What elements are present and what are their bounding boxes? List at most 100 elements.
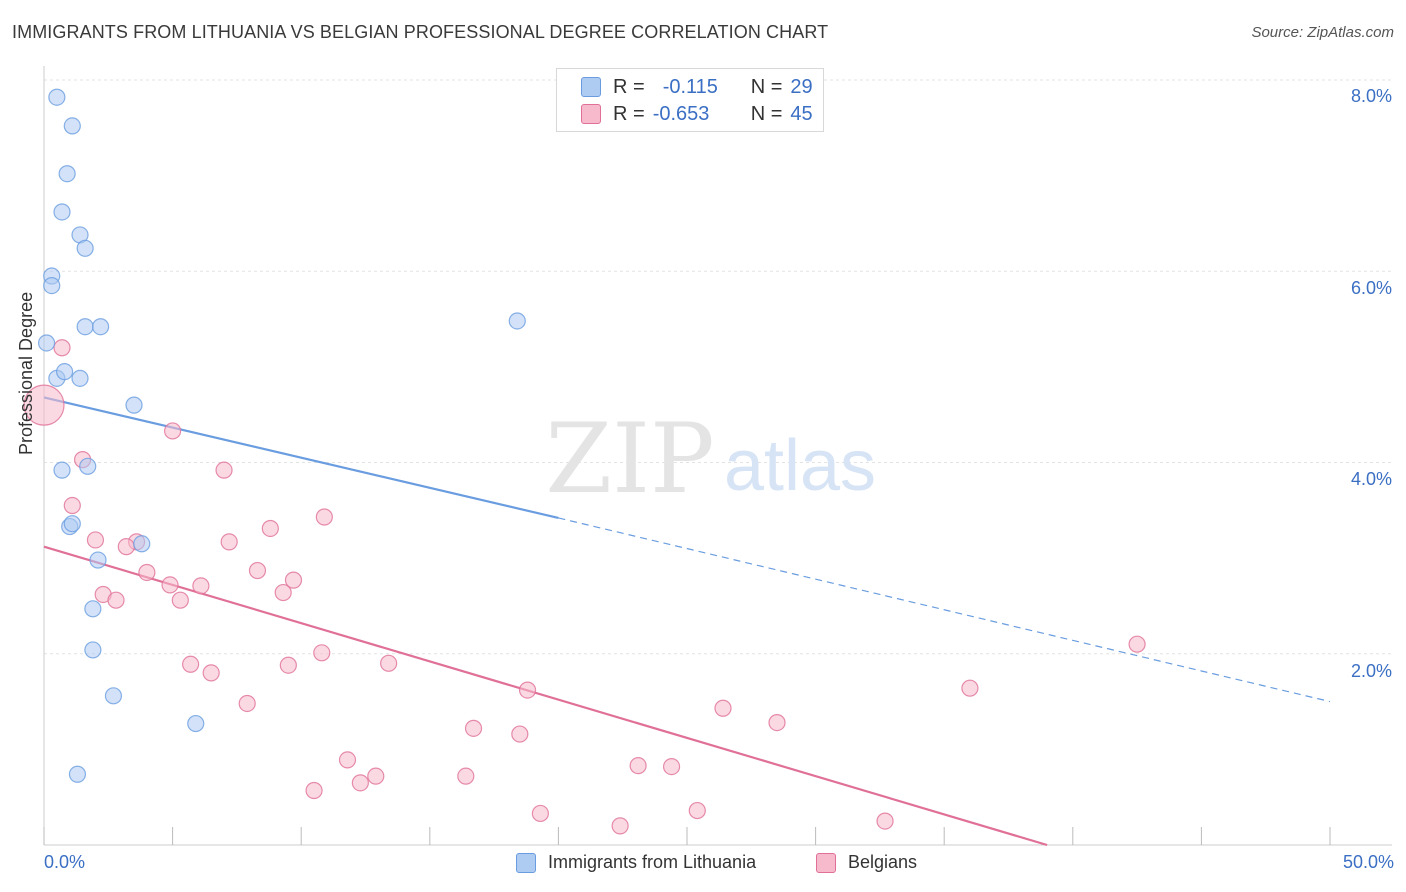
data-point [138,563,156,582]
data-point [104,687,123,705]
data-point [53,203,71,221]
y-axis-label: Professional Degree [16,291,36,455]
legend-swatch [581,77,601,97]
legend-label: Belgians [848,852,918,872]
data-point [63,496,81,515]
data-points [23,88,1146,835]
data-point [688,801,706,820]
data-point [662,757,681,776]
y-tick-label: 8.0% [1350,86,1392,106]
data-point [202,664,220,682]
y-tick-label: 6.0% [1350,278,1392,298]
data-point [238,694,256,713]
data-point [117,538,135,556]
x-axis-min-label: 0.0% [44,852,86,872]
data-point [714,699,732,717]
watermark: ZIP atlas [545,403,876,515]
watermark-zip: ZIP [545,403,714,515]
data-point [192,577,210,595]
data-point [68,765,87,783]
data-point [351,774,369,792]
trend-line-extension [558,517,1331,703]
stats-row-lithuania: R = -0.115 N = 29 [581,75,813,99]
data-point [961,679,979,697]
data-point [55,363,74,381]
trend-lines [43,396,1331,847]
data-point [611,817,629,835]
series-legend: Immigrants from Lithuania Belgians [0,852,1406,878]
data-point [284,571,303,589]
n-value: 29 [790,75,813,98]
legend-label: Immigrants from Lithuania [548,852,757,872]
r-value: -0.653 [652,102,710,125]
r-value: -0.115 [662,75,718,98]
data-point [71,369,89,387]
data-point [107,591,125,609]
data-point [215,461,233,479]
x-axis-max-label: 50.0% [1342,852,1394,872]
data-point [876,812,894,830]
data-point [367,767,385,785]
axes [43,66,1392,846]
r-label: R = [613,102,645,125]
y-tick-label: 2.0% [1350,661,1392,681]
data-point [313,644,331,662]
data-point [86,531,105,549]
data-point [187,714,205,733]
data-point [63,117,81,135]
legend-swatch [581,104,601,124]
data-point [315,508,333,526]
legend-swatch [816,852,836,873]
data-point [125,396,143,414]
y-tick-label: 4.0% [1350,469,1392,489]
data-point [53,339,71,357]
data-point [380,654,398,672]
data-point [1128,635,1146,653]
data-point [464,719,483,737]
chart-title: IMMIGRANTS FROM LITHUANIA VS BELGIAN PRO… [12,22,829,42]
data-point [79,457,97,475]
data-point [89,551,107,569]
data-point [84,641,102,659]
data-point [133,535,151,553]
data-point [305,781,323,800]
data-point [48,88,66,106]
data-point [37,334,56,352]
data-point [182,655,200,673]
data-point [23,384,65,426]
data-point [261,519,279,538]
n-value: 45 [790,102,813,125]
data-point [76,239,94,257]
data-point [768,713,786,732]
data-point [248,561,267,580]
n-label: N = [750,102,783,125]
data-point [58,165,76,183]
source-note: Source: ZipAtlas.com [1251,24,1394,41]
legend-item-belgians[interactable]: Belgians [816,852,917,873]
legend-swatch [516,852,536,873]
data-point [43,276,61,295]
trend-line-lithuania [43,396,559,520]
data-point [171,591,189,609]
n-label: N = [750,75,783,98]
data-point [629,757,647,775]
data-point [84,600,102,618]
data-point [161,576,179,594]
data-point [338,751,357,769]
data-point [63,515,81,533]
data-point [220,533,238,551]
legend-item-lithuania[interactable]: Immigrants from Lithuania [516,852,756,873]
trend-line-belgians [43,545,1048,847]
data-point [518,681,537,699]
stats-legend: R = -0.115 N = 29 R = -0.653 N = 45 [556,68,824,132]
data-point [274,583,292,602]
data-point [531,804,549,823]
data-point [91,318,110,336]
data-point [76,318,94,336]
data-point [508,312,526,330]
data-point [164,422,182,440]
stats-row-belgians: R = -0.653 N = 45 [581,102,813,126]
r-label: R = [613,75,645,98]
watermark-atlas: atlas [724,426,876,506]
